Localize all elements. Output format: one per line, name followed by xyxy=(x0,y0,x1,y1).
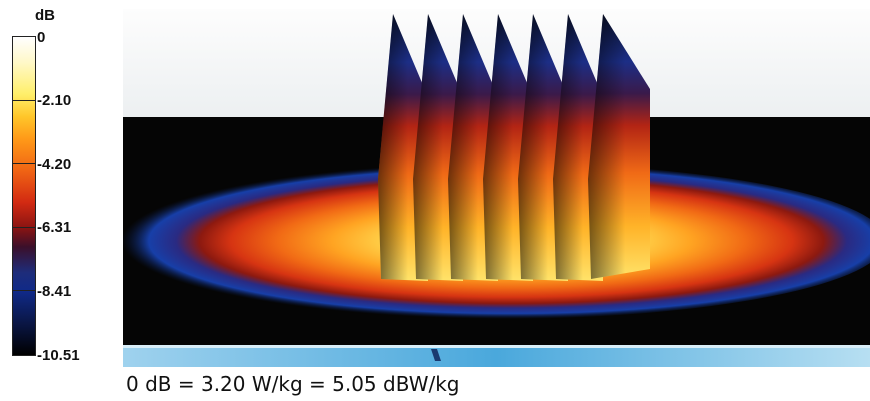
tick-label-0: 0 xyxy=(37,29,46,46)
color-scale-bar xyxy=(12,36,36,356)
tick-label-5: -10.51 xyxy=(37,347,80,364)
tick-mark xyxy=(12,290,36,291)
floor-strip xyxy=(123,347,870,367)
tick-label-4: -8.41 xyxy=(37,283,72,300)
floor-marker xyxy=(431,349,441,361)
floor-edge xyxy=(123,345,870,348)
tick-mark xyxy=(12,163,36,164)
tick-label-3: -6.31 xyxy=(37,219,72,236)
tick-label-2: -4.20 xyxy=(37,156,72,173)
tick-mark xyxy=(12,100,36,101)
reference-caption: 0 dB = 3.20 W/kg = 5.05 dBW/kg xyxy=(126,372,460,396)
fin xyxy=(588,14,650,279)
sar-field-visualization xyxy=(123,9,870,367)
legend-unit: dB xyxy=(35,7,55,24)
color-scale-legend: dB 0 -2.10 -4.20 -6.31 -8.41 -10.51 xyxy=(0,0,120,401)
fin-array xyxy=(378,14,650,281)
tick-label-1: -2.10 xyxy=(37,92,72,109)
tick-mark xyxy=(12,227,36,228)
